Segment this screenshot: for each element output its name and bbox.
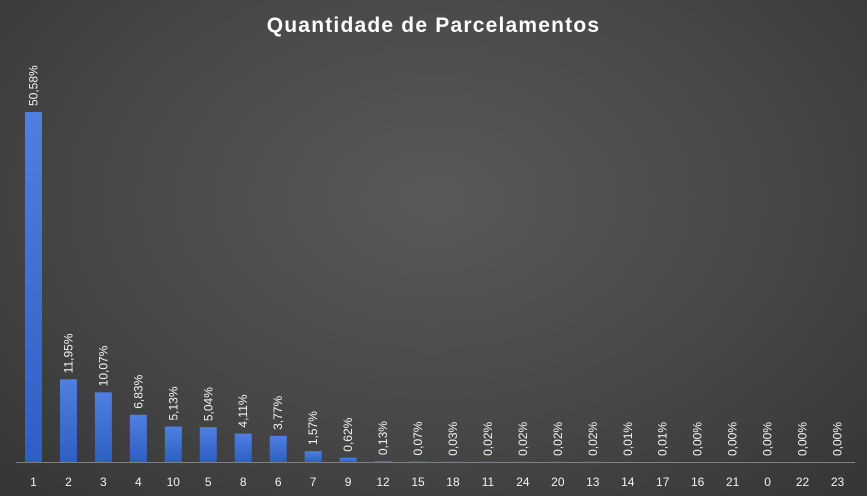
x-tick-label-7: 7	[310, 475, 317, 489]
chart-title: Quantidade de Parcelamentos	[266, 14, 601, 37]
data-label-17: 0,01%	[656, 422, 670, 456]
x-tick-label-3: 3	[100, 475, 107, 489]
x-tick-label-18: 18	[446, 475, 460, 489]
bar-7	[304, 451, 322, 462]
data-label-14: 0,01%	[621, 422, 635, 456]
x-tick-label-10: 10	[167, 475, 181, 489]
x-tick-label-21: 21	[726, 475, 740, 489]
bar-6	[269, 435, 287, 462]
data-label-4: 6,83%	[131, 374, 145, 408]
bar-2	[59, 379, 77, 462]
x-tick-label-4: 4	[135, 475, 142, 489]
data-label-8: 4,11%	[236, 394, 250, 427]
x-tick-label-15: 15	[411, 475, 425, 489]
data-label-0: 0,00%	[761, 422, 775, 456]
x-tick-label-23: 23	[831, 475, 845, 489]
x-tick-label-0: 0	[764, 475, 771, 489]
data-label-2: 11,95%	[61, 333, 75, 373]
x-tick-label-24: 24	[516, 475, 530, 489]
bar-10	[164, 426, 182, 462]
data-label-1: 50,58%	[26, 65, 40, 106]
data-label-7: 1,57%	[306, 411, 320, 445]
data-label-6: 3,77%	[271, 396, 285, 430]
bar-5	[199, 427, 217, 462]
data-label-20: 0,02%	[551, 422, 565, 456]
data-label-9: 0,62%	[341, 417, 355, 451]
data-label-11: 0,02%	[481, 422, 495, 456]
bar-12	[374, 461, 392, 462]
data-label-13: 0,02%	[586, 422, 600, 456]
data-label-12: 0,13%	[376, 421, 390, 455]
data-label-21: 0,00%	[726, 422, 740, 456]
bar-3	[94, 392, 112, 462]
x-tick-label-9: 9	[345, 475, 352, 489]
x-tick-label-8: 8	[240, 475, 247, 489]
x-tick-label-16: 16	[691, 475, 705, 489]
bar-9	[339, 457, 357, 462]
x-tick-label-5: 5	[205, 475, 212, 489]
data-label-15: 0,07%	[411, 421, 425, 455]
x-tick-label-20: 20	[551, 475, 565, 489]
data-label-10: 5,13%	[166, 386, 180, 420]
data-label-3: 10,07%	[96, 345, 110, 386]
data-label-16: 0,00%	[691, 422, 705, 456]
bar-8	[234, 433, 252, 462]
x-tick-label-12: 12	[376, 475, 390, 489]
data-label-22: 0,00%	[796, 422, 810, 456]
x-tick-label-22: 22	[796, 475, 810, 489]
bar-4	[129, 414, 147, 462]
x-tick-label-2: 2	[65, 475, 72, 489]
data-label-18: 0,03%	[446, 421, 460, 455]
x-tick-label-13: 13	[586, 475, 600, 489]
bar-1	[24, 112, 42, 462]
x-tick-label-6: 6	[275, 475, 282, 489]
x-tick-label-11: 11	[482, 475, 495, 489]
x-tick-label-1: 1	[30, 475, 37, 489]
x-tick-label-14: 14	[621, 475, 635, 489]
data-label-24: 0,02%	[516, 422, 530, 456]
x-tick-label-17: 17	[656, 475, 670, 489]
data-label-5: 5,04%	[201, 387, 215, 421]
data-label-23: 0,00%	[831, 422, 845, 456]
